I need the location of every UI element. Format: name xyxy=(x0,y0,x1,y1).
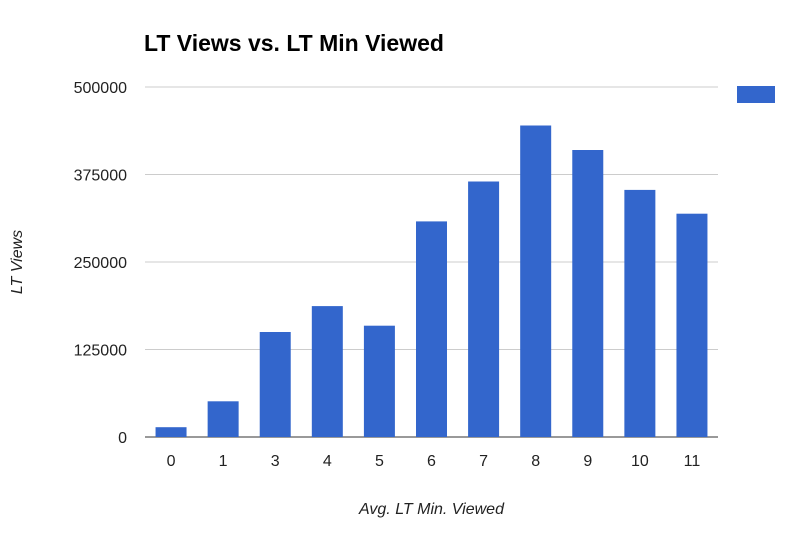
y-tick-label: 375000 xyxy=(74,168,127,185)
bar xyxy=(311,306,343,437)
x-tick-label: 11 xyxy=(684,453,701,470)
x-tick-label: 7 xyxy=(479,453,488,470)
bars xyxy=(155,125,708,437)
x-tick-label: 4 xyxy=(323,453,332,470)
bar xyxy=(520,125,552,437)
y-tick-label: 500000 xyxy=(74,80,127,97)
x-tick-label: 10 xyxy=(631,453,649,470)
x-tick-label: 3 xyxy=(271,453,280,470)
bar xyxy=(676,213,708,437)
x-tick-label: 6 xyxy=(427,453,436,470)
bar xyxy=(468,181,500,437)
x-tick-label: 0 xyxy=(167,453,176,470)
chart-title: LT Views vs. LT Min Viewed xyxy=(144,30,444,56)
bar xyxy=(363,325,395,437)
x-tick-label: 1 xyxy=(219,453,228,470)
y-axis-title: LT Views xyxy=(9,230,26,294)
bar xyxy=(624,189,656,437)
bar xyxy=(259,332,291,437)
bar xyxy=(572,150,604,437)
y-tick-label: 0 xyxy=(118,430,127,447)
bar xyxy=(207,401,239,437)
legend-swatch xyxy=(737,86,775,103)
x-tick-label: 9 xyxy=(583,453,592,470)
bar xyxy=(416,221,447,437)
y-axis-ticks: 0 125000 250000 375000 500000 xyxy=(74,80,127,447)
y-tick-label: 250000 xyxy=(74,255,127,272)
x-tick-label: 8 xyxy=(531,453,540,470)
x-axis-title: Avg. LT Min. Viewed xyxy=(358,501,505,518)
bar xyxy=(155,427,187,437)
y-tick-label: 125000 xyxy=(74,343,127,360)
x-tick-label: 5 xyxy=(375,453,384,470)
x-axis-ticks: 0 1 3 4 5 6 7 8 9 10 11 xyxy=(167,453,701,470)
